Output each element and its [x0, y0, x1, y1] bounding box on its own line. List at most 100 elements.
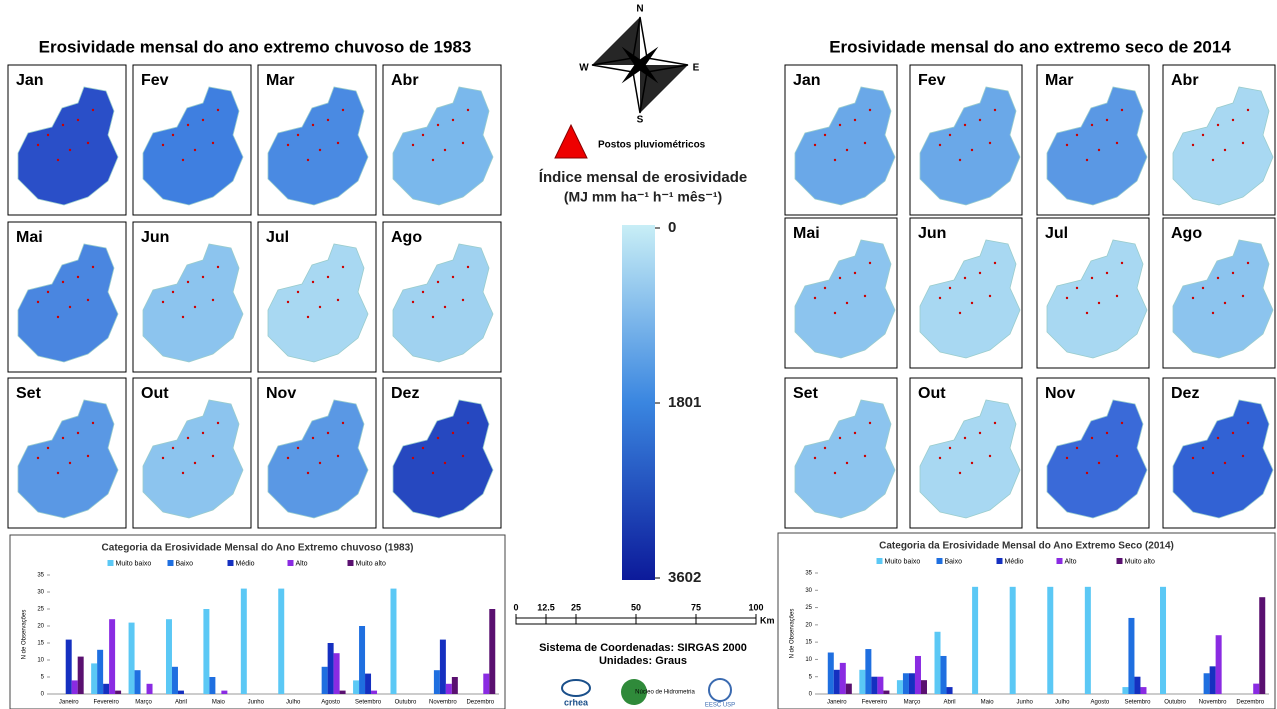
x-tick-label: Maio: [981, 700, 995, 706]
station: [1106, 432, 1108, 434]
map-panel: Jul: [258, 222, 376, 372]
bar: [883, 691, 889, 694]
bar: [78, 657, 84, 694]
station: [1066, 297, 1068, 299]
x-tick-label: Novembro: [429, 700, 457, 706]
map-panel: Abr: [383, 65, 501, 215]
units-note: Unidades: Graus: [599, 655, 687, 667]
map-panel: Ago: [1163, 218, 1275, 368]
bar: [921, 680, 927, 694]
station: [87, 455, 89, 457]
bar: [897, 680, 903, 694]
bar: [903, 673, 909, 694]
bar: [209, 677, 215, 694]
crs: Sistema de Coordenadas: SIRGAS 2000: [539, 642, 747, 654]
station: [172, 291, 174, 293]
station: [949, 134, 951, 136]
bar: [97, 650, 103, 694]
map-panel: Jun: [133, 222, 251, 372]
station: [834, 312, 836, 314]
map-month: Ago: [391, 229, 422, 246]
station: [194, 149, 196, 151]
x-tick-label: Fevereiro: [862, 700, 888, 706]
station: [182, 159, 184, 161]
map-month: Nov: [1045, 385, 1075, 402]
station: [47, 291, 49, 293]
station: [824, 447, 826, 449]
station: [202, 276, 204, 278]
station: [1076, 134, 1078, 136]
y-axis-label: N de Observações: [790, 609, 796, 659]
station: [1076, 447, 1078, 449]
bar-chart: Categoria da Erosividade Mensal do Ano E…: [778, 533, 1275, 709]
y-tick-label: 10: [37, 658, 44, 664]
bar: [1210, 666, 1216, 694]
x-tick-label: Junho: [1017, 700, 1034, 706]
compass: N E S W: [579, 4, 699, 126]
station: [1232, 272, 1234, 274]
bar: [115, 691, 121, 694]
logo-nh: Núcleo de Hidrometria: [635, 690, 695, 696]
bar: [129, 623, 135, 694]
scale-label: 25: [571, 602, 581, 612]
map-panel: Out: [910, 378, 1022, 528]
station: [422, 134, 424, 136]
map-month: Set: [16, 385, 42, 402]
station: [62, 281, 64, 283]
station: [444, 306, 446, 308]
station: [994, 109, 996, 111]
bar: [322, 667, 328, 694]
station: [182, 472, 184, 474]
x-tick-label: Março: [904, 700, 921, 706]
station: [1212, 472, 1214, 474]
y-tick-label: 15: [37, 641, 44, 647]
station: [162, 144, 164, 146]
x-tick-label: Julho: [1055, 700, 1070, 706]
station: [869, 262, 871, 264]
station: [452, 432, 454, 434]
station: [1202, 447, 1204, 449]
map-month: Jan: [793, 72, 821, 89]
station: [37, 301, 39, 303]
ramp-ticks: 018013602: [655, 219, 701, 586]
station: [864, 295, 866, 297]
bar: [72, 680, 78, 694]
station: [467, 422, 469, 424]
station: [1247, 262, 1249, 264]
x-tick-label: Julho: [286, 700, 301, 706]
map-panel: Jan: [8, 65, 126, 215]
station: [989, 295, 991, 297]
station: [1091, 277, 1093, 279]
map-month: Mai: [793, 225, 820, 242]
map-month: Dez: [1171, 385, 1199, 402]
station: [1098, 462, 1100, 464]
index-title: Índice mensal de erosividade: [539, 169, 747, 186]
y-tick-label: 25: [805, 605, 812, 611]
station: [964, 124, 966, 126]
y-axis-label: N de Observações: [22, 610, 28, 660]
scale-label: 75: [691, 602, 701, 612]
station: [1091, 124, 1093, 126]
station: [1066, 144, 1068, 146]
station: [834, 159, 836, 161]
station: [162, 457, 164, 459]
station: [834, 472, 836, 474]
station: [1121, 422, 1123, 424]
x-tick-label: Agosto: [321, 700, 340, 706]
y-tick-label: 25: [37, 607, 44, 613]
bar: [1047, 587, 1053, 694]
station: [187, 437, 189, 439]
logo-crhea: crhea: [564, 697, 589, 707]
right-title: Erosividade mensal do ano extremo seco d…: [829, 37, 1231, 56]
station: [37, 457, 39, 459]
bar: [1122, 687, 1128, 694]
station: [194, 306, 196, 308]
map-month: Out: [141, 385, 169, 402]
legend-swatch: [1057, 558, 1063, 564]
station: [864, 142, 866, 144]
bar: [1085, 587, 1091, 694]
station: [854, 119, 856, 121]
map-panel: Fev: [133, 65, 251, 215]
station: [964, 277, 966, 279]
bar: [1128, 618, 1134, 694]
